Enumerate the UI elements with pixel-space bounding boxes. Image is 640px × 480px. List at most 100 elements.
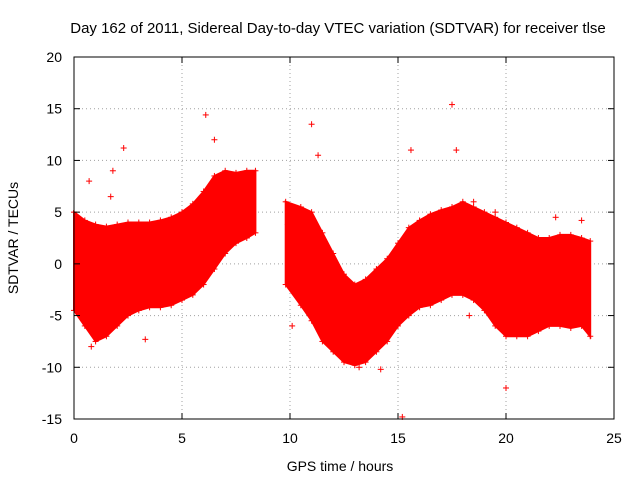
lower-edge-point <box>557 322 563 329</box>
lower-edge-point <box>535 328 542 335</box>
lower-edge-point <box>587 333 594 340</box>
lower-edge-point <box>179 297 185 304</box>
lower-edge-point <box>243 235 250 241</box>
outlier-point <box>86 178 93 185</box>
upper-edge-point <box>222 167 229 174</box>
lower-edge-point <box>373 348 380 355</box>
lower-edge-point <box>438 297 445 304</box>
axis-ticks <box>73 56 615 420</box>
y-tick-label: 15 <box>46 101 62 117</box>
lower-edge-point <box>168 302 175 309</box>
x-tick-label: 25 <box>606 430 622 446</box>
outlier-point <box>503 384 509 391</box>
outlier-point <box>466 312 473 319</box>
y-tick-label: 20 <box>46 49 62 65</box>
x-tick-label: 10 <box>282 430 298 446</box>
lower-edge-point <box>200 281 207 288</box>
lower-edge-point <box>481 307 488 314</box>
lower-edge-point <box>211 266 218 273</box>
upper-edge-point <box>125 219 131 226</box>
upper-edge-point <box>330 250 337 257</box>
upper-edge-point <box>114 221 121 228</box>
lower-edge-point <box>330 348 337 355</box>
lower-edge-point <box>567 324 574 331</box>
lower-edge-point <box>157 304 164 311</box>
upper-edge-point <box>233 169 239 176</box>
upper-edge-point <box>513 224 520 231</box>
upper-edge-point <box>297 203 304 210</box>
upper-edge-point <box>427 211 434 218</box>
lower-edge-point <box>384 338 391 345</box>
chart-title: Day 162 of 2011, Sidereal Day-to-day VTE… <box>70 20 606 37</box>
lower-edge-point <box>459 291 466 298</box>
y-tick-label: 5 <box>54 204 62 220</box>
lower-edge-point <box>405 312 412 319</box>
x-tick-label: 15 <box>390 430 406 446</box>
upper-edge-point <box>587 238 594 245</box>
upper-edge-point <box>252 167 259 174</box>
lower-edge-point <box>146 304 153 311</box>
lower-edge-point <box>125 312 131 319</box>
upper-edge-point <box>341 271 347 278</box>
outlier-point <box>377 366 384 373</box>
outlier-point <box>470 198 477 205</box>
outlier-point <box>449 101 455 108</box>
lower-edge-point <box>319 338 326 345</box>
upper-edge-point <box>470 203 477 210</box>
x-tick-label: 0 <box>70 430 78 446</box>
outlier-point <box>330 338 337 345</box>
outlier-point <box>211 136 218 143</box>
lower-edge-point <box>524 333 531 340</box>
lower-edge-point <box>252 229 259 236</box>
upper-edge-point <box>308 209 315 216</box>
upper-edge-point <box>567 231 574 238</box>
tick-labels: 0 5 10 15 20 25 -15 -10 -5 0 5 10 15 20 <box>42 49 622 446</box>
upper-edge-point <box>557 231 563 238</box>
lower-edge-point <box>81 322 88 329</box>
lower-edge-point <box>546 322 553 329</box>
lower-edge-point <box>351 362 358 369</box>
outlier-point <box>120 145 127 152</box>
upper-edge-point <box>535 235 542 241</box>
upper-edge-point <box>135 219 142 226</box>
outlier-point <box>569 291 576 298</box>
upper-edge-point <box>243 167 250 174</box>
outlier-point <box>202 111 209 118</box>
upper-edge-point <box>211 172 218 179</box>
upper-edge-point <box>546 235 553 241</box>
lower-edge-point <box>222 250 229 257</box>
lower-edge-point <box>503 333 509 340</box>
upper-edge-point <box>405 224 412 231</box>
upper-edge-point <box>157 217 164 224</box>
lower-edge-point <box>233 240 239 247</box>
upper-edge-point <box>492 214 499 221</box>
lower-edge-point <box>470 297 477 304</box>
lower-edge-point <box>395 322 401 329</box>
upper-edge-point <box>146 219 153 226</box>
lower-edge-point <box>578 322 585 329</box>
lower-edge-point <box>362 359 369 366</box>
upper-edge-point <box>416 217 423 224</box>
lower-edge-point <box>416 304 423 311</box>
x-axis-label: GPS time / hours <box>287 458 394 474</box>
lower-edge-point <box>135 307 142 314</box>
lower-edge-point <box>114 322 121 329</box>
y-tick-label: -5 <box>50 308 63 324</box>
y-tick-label: 0 <box>54 256 62 272</box>
outlier-point <box>552 214 559 221</box>
lower-edge-point <box>492 322 499 329</box>
upper-edge-point <box>524 229 531 236</box>
upper-edge-point <box>373 266 380 273</box>
upper-edge-point <box>168 214 175 221</box>
lower-edge-point <box>92 338 99 345</box>
upper-edge-point <box>362 276 369 283</box>
upper-edge-point <box>481 209 488 216</box>
outlier-point <box>492 209 499 216</box>
y-tick-label: 10 <box>46 152 62 168</box>
outlier-point <box>142 336 149 343</box>
upper-edge-point <box>351 281 358 288</box>
lower-edge-point <box>308 317 315 324</box>
outlier-point <box>308 121 315 128</box>
lower-edge-point <box>449 291 455 298</box>
outlier-point <box>423 229 430 236</box>
